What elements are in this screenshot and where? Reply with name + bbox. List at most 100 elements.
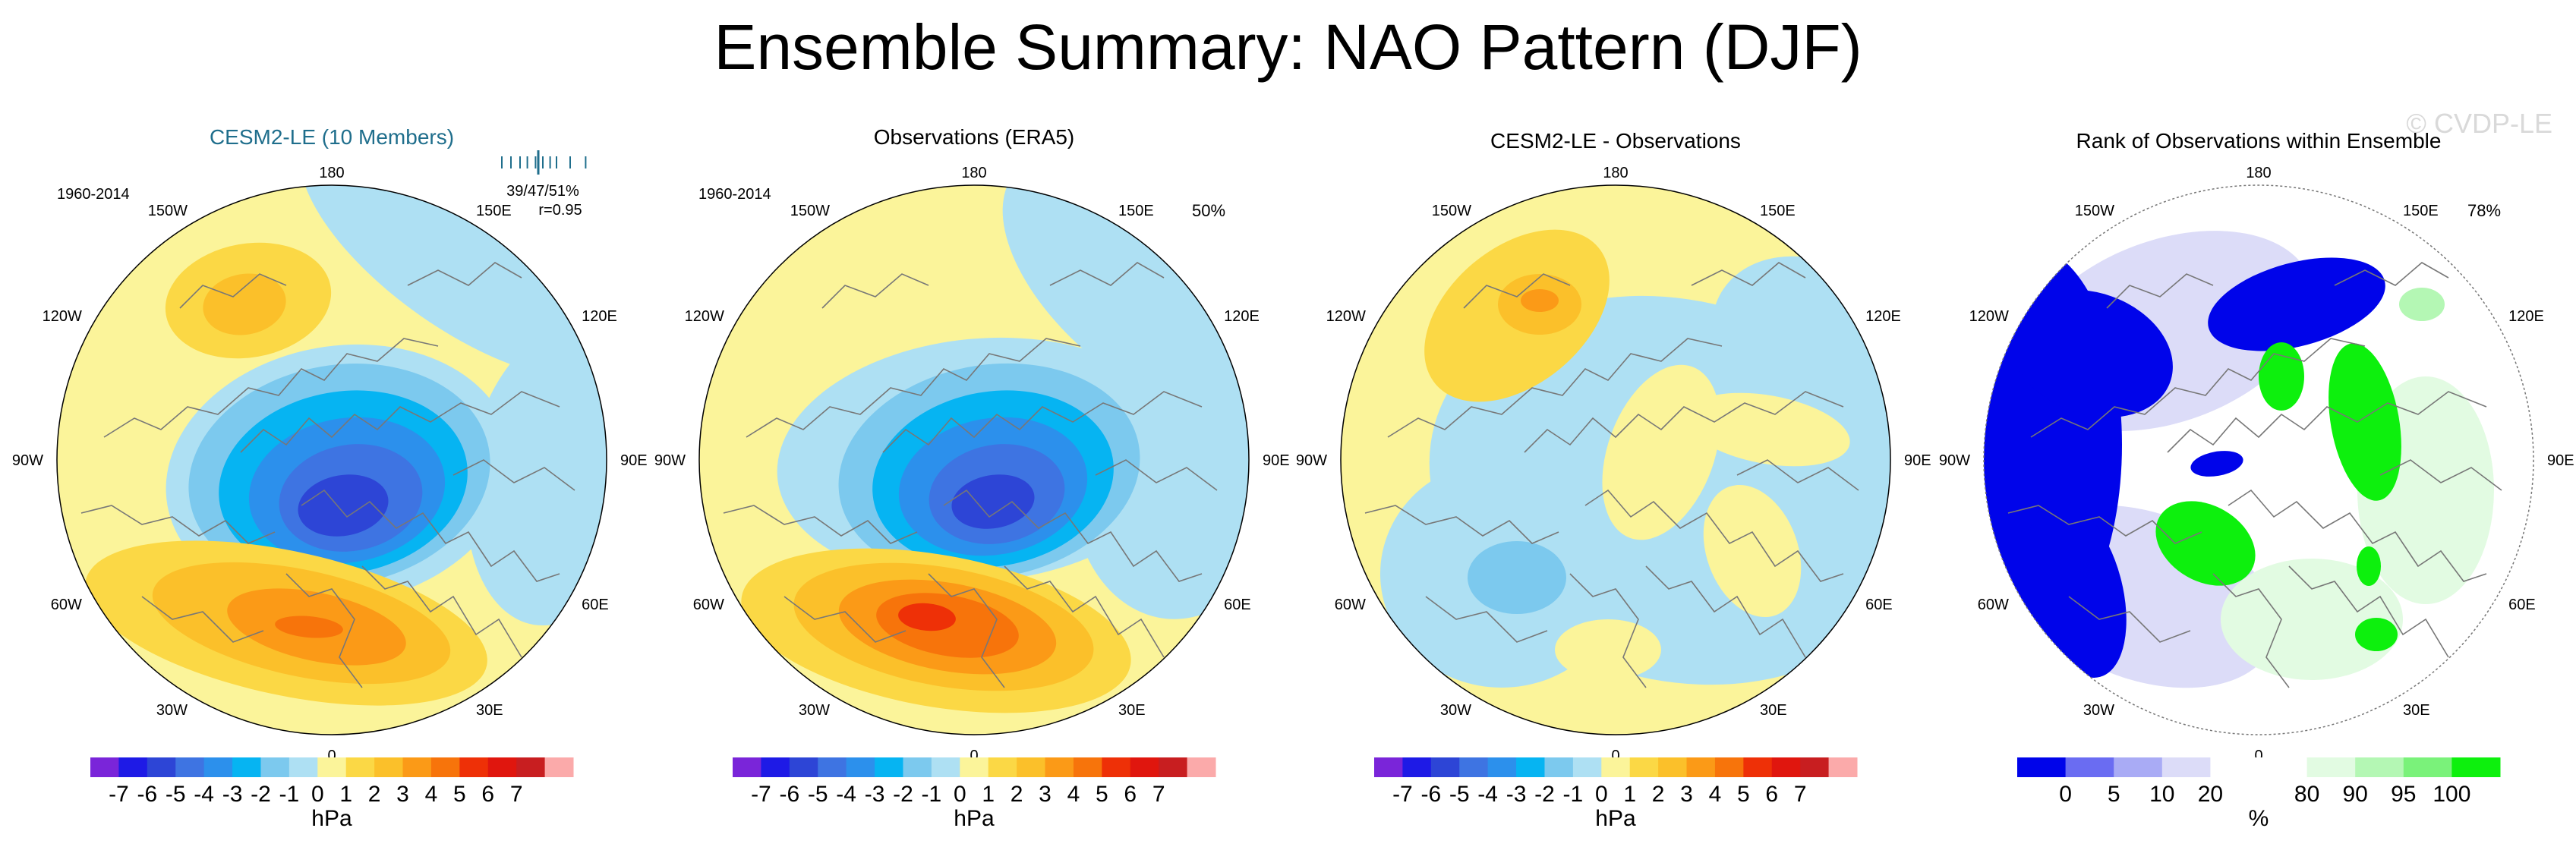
colorbar-swatch xyxy=(1159,757,1188,777)
colorbar-tick-label: -4 xyxy=(836,782,856,807)
colorbar-swatch xyxy=(147,757,176,777)
colorbar-swatch xyxy=(1544,757,1574,777)
colorbar-tick-label: 3 xyxy=(396,782,409,807)
colorbar-tick-label: -1 xyxy=(279,782,300,807)
region-neg5 xyxy=(298,474,389,537)
coastline xyxy=(2007,505,2202,544)
longitude-label: 30E xyxy=(2403,702,2430,719)
longitude-label: 180 xyxy=(961,165,986,181)
panel-period: 1960-2014 xyxy=(57,186,130,203)
longitude-label: 90E xyxy=(1904,452,1931,469)
longitude-label: 120E xyxy=(1865,308,1901,325)
longitude-label: 0 xyxy=(1611,748,1619,764)
coastline xyxy=(285,573,363,688)
colorbar-tick-label: 6 xyxy=(481,782,494,807)
colorbar-swatch xyxy=(1487,757,1517,777)
colorbar-tick-label: 4 xyxy=(425,782,438,807)
colorbar-swatch xyxy=(317,757,347,777)
colorbar-tick-label: 6 xyxy=(1124,782,1137,807)
coastline xyxy=(2106,273,2214,309)
coastline xyxy=(1463,273,1571,309)
region-rank-hi4 xyxy=(2328,343,2401,501)
longitude-label: 150E xyxy=(476,203,512,219)
longitude-label: 150E xyxy=(2403,203,2439,219)
coastline xyxy=(2288,565,2449,658)
colorbar-swatch xyxy=(1572,757,1602,777)
colorbar-tick-label: 0 xyxy=(2059,782,2072,807)
colorbar-tick-label: 20 xyxy=(2198,782,2223,807)
colorbar-swatch xyxy=(118,757,148,777)
colorbar-swatch xyxy=(818,757,847,777)
coastline xyxy=(1736,459,1859,491)
colorbar-tick-label: 7 xyxy=(1152,782,1165,807)
coastline xyxy=(1095,459,1218,491)
region-rank-lo1 xyxy=(2190,451,2243,477)
colorbar-swatch xyxy=(931,757,960,777)
coastline xyxy=(1569,573,1647,688)
region-rank-hi4 xyxy=(2259,342,2304,411)
colorbar-tick-label: 1 xyxy=(982,782,995,807)
colorbar-tick-label: -2 xyxy=(893,782,913,807)
colorbar-tick-label: -1 xyxy=(922,782,942,807)
coastline xyxy=(2212,573,2290,688)
colorbar-swatch xyxy=(1629,757,1659,777)
colorbar-swatch xyxy=(2017,757,2067,777)
coastline xyxy=(2379,459,2502,491)
panel-stat-rank: 78% xyxy=(2467,201,2501,220)
region-rank-hi4 xyxy=(2155,501,2256,586)
colorbar-tick-label: 4 xyxy=(1709,782,1722,807)
colorbar-swatch xyxy=(2451,757,2501,777)
longitude-label: 150W xyxy=(1432,203,1471,219)
colorbar-swatch xyxy=(232,757,261,777)
coastline xyxy=(1425,596,1548,643)
colorbar-tick-label: 7 xyxy=(510,782,523,807)
coastline xyxy=(882,391,1203,453)
region-pos4 xyxy=(275,616,343,638)
coastline xyxy=(2167,391,2487,453)
coastline xyxy=(80,505,276,544)
colorbar-tick-label: 0 xyxy=(311,782,324,807)
colorbar-tick-label: 1 xyxy=(339,782,352,807)
colorbar-tick-label: 3 xyxy=(1039,782,1052,807)
longitude-label: 30W xyxy=(1440,702,1471,719)
colorbar-swatch xyxy=(1743,757,1773,777)
panel-title: CESM2-LE - Observations xyxy=(1490,129,1741,153)
colorbar-swatch xyxy=(288,757,318,777)
colorbar-tick-label: -3 xyxy=(1506,782,1527,807)
colorbar-swatch xyxy=(2161,757,2211,777)
colorbar-swatch xyxy=(1374,757,1403,777)
longitude-label: 30E xyxy=(1760,702,1787,719)
colorbar-tick-label: 7 xyxy=(1794,782,1807,807)
colorbar-swatch xyxy=(2259,757,2308,777)
longitude-label: 30E xyxy=(476,702,503,719)
longitude-label: 180 xyxy=(319,165,344,181)
colorbar-tick-label: -5 xyxy=(1449,782,1470,807)
colorbar-tick-label: -2 xyxy=(251,782,271,807)
colorbar-tick-label: -7 xyxy=(109,782,129,807)
colorbar-swatch xyxy=(1601,757,1631,777)
coastline xyxy=(723,505,918,544)
coastline xyxy=(1524,391,1844,453)
colorbar-tick-label: 4 xyxy=(1067,782,1080,807)
colorbar-tick-label: 1 xyxy=(1623,782,1636,807)
colorbar-swatch xyxy=(516,757,546,777)
colorbar-units: hPa xyxy=(1595,806,1636,831)
colorbar-tick-label: 3 xyxy=(1680,782,1693,807)
coastline xyxy=(407,262,522,286)
colorbar-swatch xyxy=(544,757,574,777)
colorbar-tick-label: -3 xyxy=(865,782,885,807)
colorbar-swatch xyxy=(459,757,489,777)
coastline xyxy=(1387,338,1723,438)
coastline xyxy=(2334,262,2449,286)
longitude-label: 30W xyxy=(2083,702,2114,719)
colorbar-tick-label: -3 xyxy=(222,782,243,807)
colorbar-units: hPa xyxy=(311,806,352,831)
longitude-label: 90E xyxy=(1263,452,1290,469)
panel-cesm2: CESM2-LE (10 Members) 1960-2014 39/47/51% r… xyxy=(12,125,648,831)
longitude-label: 60W xyxy=(1978,597,2009,613)
longitude-label: 90E xyxy=(2547,452,2574,469)
coastline xyxy=(1364,505,1559,544)
coastline xyxy=(1049,262,1165,286)
map-border xyxy=(1983,184,2534,735)
